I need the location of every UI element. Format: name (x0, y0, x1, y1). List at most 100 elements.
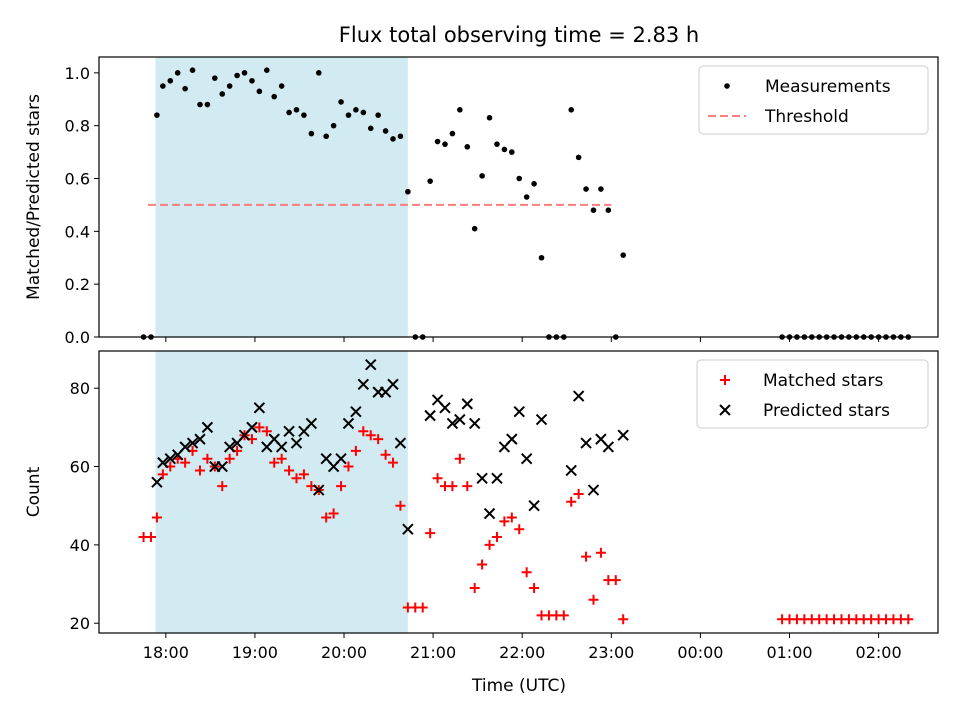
legend: Measurements Threshold (698, 65, 929, 135)
matched-star-point (484, 539, 495, 550)
predicted-star-point (305, 417, 318, 430)
plot-frame (98, 350, 939, 634)
measurement-point (293, 107, 300, 113)
matched-star-point (447, 481, 458, 492)
predicted-star-point (253, 402, 266, 414)
series-predicted-stars (151, 359, 629, 535)
x-tick-label: 20:00 (321, 643, 367, 662)
predicted-star-point (394, 437, 407, 449)
predicted-star-point (357, 378, 370, 390)
y-tick-label: 0.2 (65, 275, 90, 294)
x-tick-label: 01:00 (766, 643, 812, 662)
predicted-star-point (446, 417, 459, 430)
measurement-point (345, 112, 352, 118)
predicted-star-point (335, 453, 347, 465)
measurement-point (241, 70, 248, 76)
matched-star-point (157, 469, 168, 480)
measurement-point (471, 225, 478, 232)
matched-star-point (194, 465, 205, 476)
measurement-point (486, 114, 493, 121)
matched-star-point (514, 524, 525, 535)
matched-star-point (588, 594, 599, 605)
predicted-star-point (506, 433, 518, 445)
predicted-star-point (290, 437, 303, 449)
measurement-point (479, 173, 485, 179)
ratio-panel: 0.0 0.2 0.4 0.6 0.8 1.0 Matched/Predicted star… (24, 56, 939, 347)
count-panel: 20 40 60 80 18:00 19:00 20:00 21:00 22:00 23:00 00… (24, 350, 939, 662)
matched-star-point (291, 473, 302, 484)
x-axis-label: Time (UTC) (471, 676, 566, 696)
predicted-star-point (476, 472, 488, 484)
measurement-point (353, 107, 359, 113)
matched-star-point (573, 488, 584, 499)
matched-star-point (380, 449, 391, 460)
measurement-point (568, 107, 575, 113)
predicted-star-point (223, 441, 236, 453)
y-tick-label: 20 (70, 614, 90, 633)
y-tick-label: 0.8 (65, 117, 90, 136)
measurement-point (189, 67, 196, 74)
predicted-star-point (513, 406, 525, 418)
legend-box (698, 65, 929, 135)
predicted-star-point (565, 464, 577, 477)
matched-star-point (529, 582, 540, 593)
measurement-point (160, 83, 166, 89)
measurement-point (204, 101, 211, 108)
matched-star-point (491, 532, 502, 543)
measurement-point (338, 99, 344, 105)
measurement-point (264, 67, 270, 74)
matched-star-point (365, 430, 376, 441)
measurement-point (323, 133, 329, 140)
predicted-star-point (365, 359, 377, 371)
matched-star-point (477, 559, 488, 570)
predicted-star-point (572, 390, 585, 402)
matched-star-point (298, 469, 309, 480)
matched-star-point (581, 551, 592, 562)
predicted-star-point (520, 453, 533, 465)
measurement-point (330, 122, 337, 129)
predicted-star-point (151, 476, 163, 488)
matched-star-point (395, 500, 406, 511)
predicted-star-point (216, 460, 228, 473)
measurement-point (598, 186, 604, 192)
x-tick-label: 22:00 (499, 643, 545, 662)
predicted-star-point (719, 404, 731, 416)
matched-star-point (454, 453, 465, 464)
matched-star-point (336, 481, 347, 492)
chart-title: Flux total observing time = 2.83 h (339, 23, 699, 47)
measurement-point (182, 85, 188, 92)
measurement-point (583, 186, 589, 192)
matched-star-point (566, 496, 577, 507)
series-matched-stars (138, 422, 914, 625)
y-tick-label: 60 (70, 458, 90, 477)
measurement-point (516, 175, 523, 182)
matched-star-point (469, 582, 480, 593)
x-tick-label: 00:00 (677, 643, 723, 662)
measurement-point (197, 101, 203, 108)
y-axis-label: Matched/Predicted stars (24, 94, 44, 300)
x-tick-label: 18:00 (143, 643, 189, 662)
measurement-point (154, 112, 160, 118)
predicted-star-point (617, 429, 629, 441)
measurement-point (256, 88, 263, 95)
measurement-point (464, 144, 471, 150)
predicted-star-point (468, 417, 481, 430)
measurement-point (494, 141, 500, 147)
measurement-point (531, 180, 537, 187)
measurement-point (286, 109, 292, 116)
x-tick-label: 02:00 (856, 643, 902, 662)
measurement-point (434, 138, 441, 145)
measurement-point (442, 141, 448, 147)
measurement-point (509, 149, 515, 155)
measurement-point (501, 146, 508, 153)
matched-star-point (373, 434, 384, 445)
legend-label: Measurements (765, 77, 891, 97)
measurement-point (375, 112, 381, 118)
matched-star-point (328, 508, 339, 519)
matched-star-point (720, 375, 730, 385)
predicted-star-point (246, 421, 258, 434)
legend: Matched stars Predicted stars (696, 359, 929, 429)
matched-star-point (343, 461, 354, 472)
measurement-point (226, 83, 233, 89)
